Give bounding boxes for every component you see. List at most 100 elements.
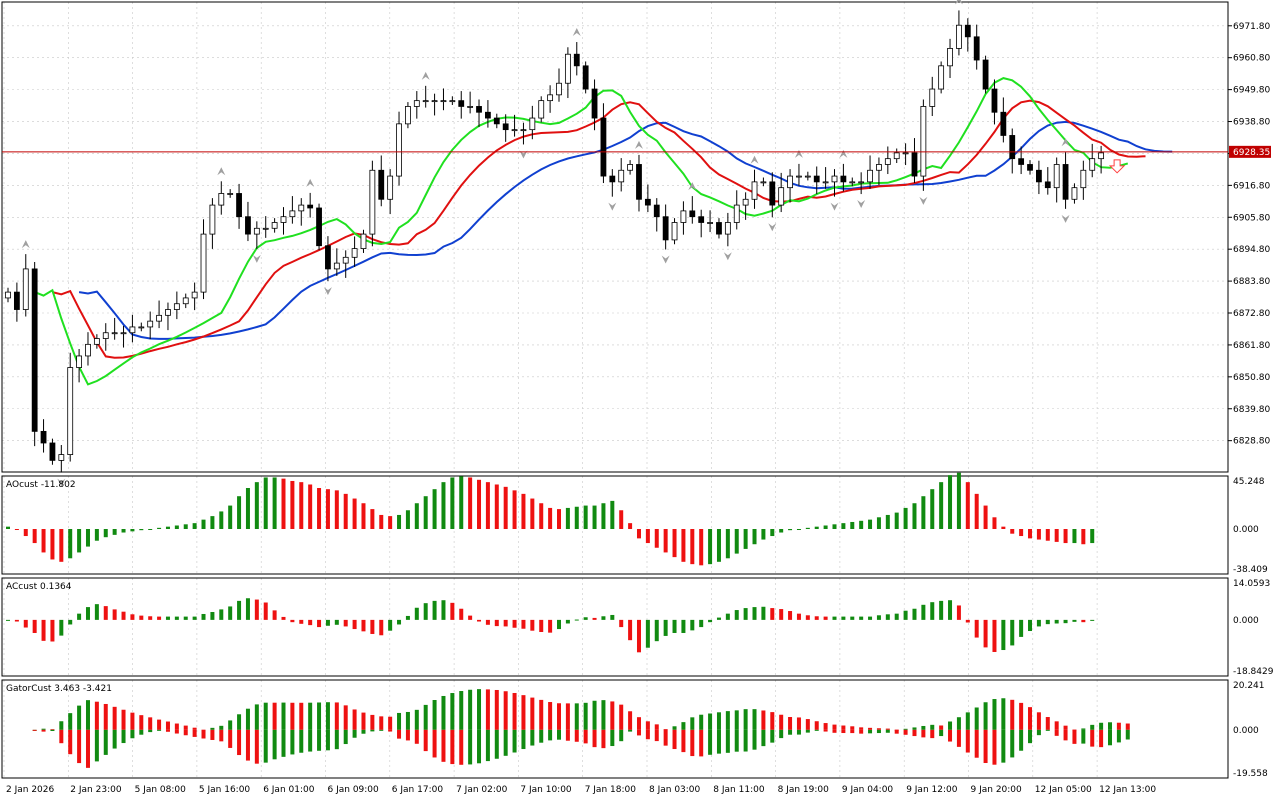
- gator-lower-bar: [503, 729, 508, 756]
- candle-body: [1000, 111, 1007, 136]
- ac-bar: [983, 619, 988, 648]
- ac-bar: [228, 606, 233, 620]
- gator-upper-bar: [965, 712, 970, 730]
- candle-body: [956, 24, 962, 49]
- price-tag: [1229, 145, 1271, 158]
- ac-bar: [423, 603, 428, 620]
- fractal-up-marker: [1061, 138, 1070, 147]
- ac-bar: [397, 619, 402, 625]
- gator-lower-bar: [165, 729, 170, 732]
- ao-bar: [165, 526, 170, 530]
- gator-lower-bar: [201, 729, 206, 739]
- ao-bar: [263, 477, 268, 530]
- ac-bar: [850, 616, 855, 620]
- ao-bar: [948, 475, 953, 530]
- ac-bar: [601, 616, 606, 620]
- candle-body: [165, 309, 171, 316]
- gator-upper-bar: [761, 710, 766, 730]
- y-tick-label: 6850.80: [1233, 373, 1270, 383]
- gator-upper-bar: [779, 714, 784, 730]
- ao-bar: [441, 482, 446, 530]
- ac-bar: [752, 607, 757, 620]
- gator-upper-bar: [94, 701, 99, 730]
- candle-body: [1018, 158, 1025, 165]
- fractal-down-marker: [1061, 214, 1070, 223]
- ao-bar: [50, 529, 55, 560]
- candle-body: [485, 111, 491, 119]
- ao-bar: [468, 477, 473, 530]
- candle-body: [511, 129, 518, 132]
- ao-bar: [708, 529, 713, 565]
- ao-bar: [94, 529, 99, 541]
- ao-bar: [77, 529, 82, 553]
- gator-lower-bar: [494, 729, 499, 759]
- ac-bar: [512, 619, 517, 628]
- gator-upper-bar: [805, 719, 810, 730]
- sell-signal-arrow: [1108, 159, 1126, 174]
- gator-lower-bar: [885, 729, 890, 733]
- candle-body: [964, 24, 971, 38]
- candle-body: [982, 59, 989, 90]
- gator-lower-bar: [272, 729, 277, 760]
- candle-body: [804, 175, 811, 178]
- ac-bar: [77, 613, 82, 620]
- ao-bar: [103, 529, 108, 538]
- candle-body: [920, 106, 927, 177]
- gator-upper-bar: [610, 701, 615, 730]
- fractal-up-marker: [306, 178, 315, 187]
- ao-bar: [317, 488, 322, 530]
- candle-body: [627, 164, 633, 171]
- candle-body: [476, 106, 482, 113]
- gator-upper-bar: [237, 714, 242, 730]
- gator-lower-bar: [779, 729, 784, 739]
- ac-bar: [903, 610, 908, 620]
- candle-body: [591, 88, 598, 119]
- gator-upper-bar: [903, 728, 908, 730]
- gator-upper-bar: [939, 725, 944, 730]
- ac-bar: [805, 615, 810, 620]
- gator-lower-bar: [1010, 729, 1015, 758]
- candle-body: [947, 48, 953, 67]
- ao-label: AOcust -11.802: [6, 480, 76, 490]
- ao-bar: [619, 510, 624, 530]
- ao-bar: [974, 493, 979, 530]
- candle-body: [31, 268, 38, 432]
- gator-lower-bar: [1090, 729, 1095, 747]
- gator-upper-bar: [130, 712, 135, 730]
- gator-upper-bar: [912, 727, 917, 730]
- candle-body: [618, 169, 625, 183]
- gator-upper-bar: [219, 725, 224, 730]
- ao-bar: [805, 527, 810, 530]
- ao-bar: [245, 488, 250, 530]
- ao-bar: [237, 496, 242, 530]
- candle-body: [280, 216, 287, 223]
- ao-bar: [379, 514, 384, 530]
- candle-body: [849, 181, 856, 184]
- fractal-up-marker: [839, 149, 848, 158]
- ao-bar: [14, 529, 19, 531]
- gator-lower-bar: [423, 729, 428, 752]
- ao-bar: [112, 529, 117, 535]
- ao-bar: [512, 490, 517, 530]
- alligator-jaw-line: [78, 120, 1173, 340]
- gator-lower-bar: [477, 729, 482, 764]
- candle-body: [644, 198, 651, 206]
- gator-lower-bar: [1045, 729, 1050, 731]
- candle-body: [405, 106, 411, 125]
- gator-upper-bar: [423, 704, 428, 730]
- candle-body: [1080, 169, 1087, 189]
- ao-bar: [201, 519, 206, 530]
- gator-lower-bar: [983, 729, 988, 764]
- x-tick-label: 12 Jan 05:00: [1035, 785, 1092, 795]
- gator-panel-frame: [1, 679, 1229, 779]
- gator-upper-bar: [414, 709, 419, 730]
- ac-bar: [574, 619, 579, 621]
- fractal-up-marker: [688, 182, 697, 191]
- gator-lower-bar: [583, 729, 588, 744]
- gator-lower-bar: [636, 729, 641, 736]
- ao-bar: [121, 529, 126, 533]
- ac-bar: [192, 616, 197, 620]
- y-tick-label: 6861.80: [1233, 341, 1270, 351]
- gator-upper-bar: [983, 702, 988, 730]
